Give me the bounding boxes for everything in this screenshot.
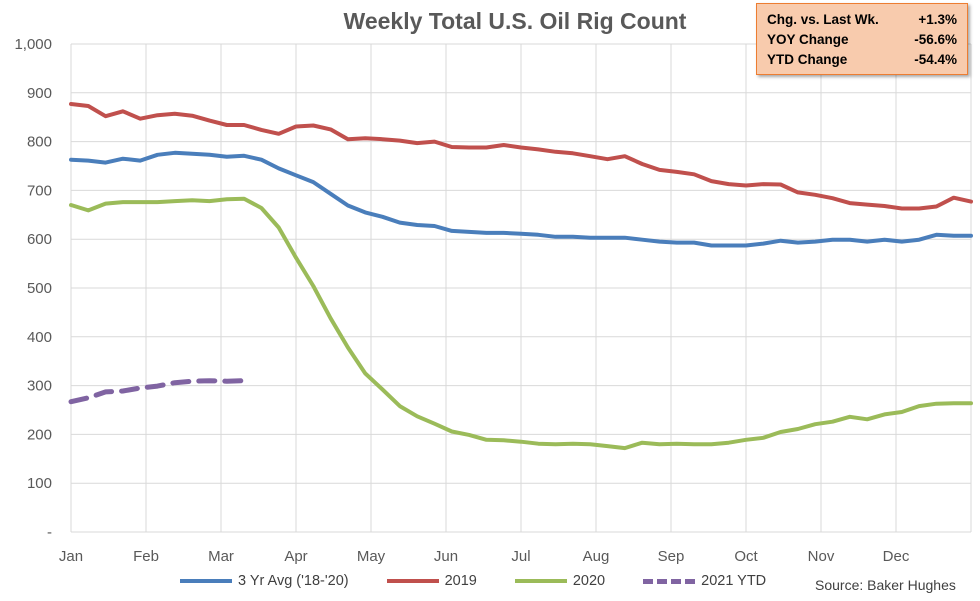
stat-row-weekly: Chg. vs. Last Wk. +1.3% (767, 10, 957, 30)
series-line-2 (69, 196, 973, 451)
legend-item-avg: 3 Yr Avg ('18-'20) (180, 573, 349, 589)
y-tick-label: 600 (27, 231, 52, 248)
x-tick-label: Jan (59, 548, 83, 565)
series-line-3 (68, 378, 247, 405)
legend-swatch (386, 579, 439, 583)
legend-item-2020: 2020 (514, 573, 606, 589)
x-tick-label: Sep (658, 548, 685, 565)
y-tick-label: 100 (27, 475, 52, 492)
legend-label: 3 Yr Avg ('18-'20) (238, 573, 349, 589)
stat-value: +1.3% (918, 12, 957, 27)
y-tick-label: 900 (27, 85, 52, 102)
stat-label: Chg. vs. Last Wk. (767, 12, 879, 27)
x-tick-label: Dec (883, 548, 910, 565)
y-tick-label: 200 (27, 426, 52, 443)
x-axis-ticks: Jan Feb Mar Apr May Jun Jul Aug Sep Oct Nov Dec (59, 548, 910, 565)
stat-value: -54.4% (914, 52, 957, 67)
y-tick-label: 500 (27, 280, 52, 297)
stat-label: YOY Change (767, 32, 849, 47)
legend-label: 2019 (444, 573, 477, 589)
y-tick-label: 1,000 (14, 36, 52, 53)
x-tick-label: Nov (808, 548, 835, 565)
legend-swatch (643, 578, 696, 584)
x-tick-label: Apr (284, 548, 307, 565)
grid-layer (70, 43, 972, 533)
stat-value: -56.6% (914, 32, 957, 47)
change-stats-box: Chg. vs. Last Wk. +1.3% YOY Change -56.6… (756, 3, 968, 75)
x-tick-label: Jun (434, 548, 458, 565)
y-tick-label: 400 (27, 329, 52, 346)
y-tick-label: - (47, 524, 52, 541)
y-axis-ticks: - 100 200 300 400 500 600 700 800 900 1,000 (14, 36, 52, 541)
legend-item-2021: 2021 YTD (643, 573, 766, 589)
source-note: Source: Baker Hughes (815, 577, 956, 593)
legend-label: 2021 YTD (701, 573, 767, 589)
stat-row-yoy: YOY Change -56.6% (767, 30, 957, 50)
stat-row-ytd: YTD Change -54.4% (767, 50, 957, 70)
series-line-0 (69, 150, 973, 248)
stat-label: YTD Change (767, 52, 848, 67)
x-tick-label: Feb (133, 548, 159, 565)
legend-swatch (514, 579, 567, 583)
x-tick-label: May (357, 548, 386, 565)
series-layer (68, 102, 973, 451)
legend-label: 2020 (572, 573, 606, 589)
chart-legend: 3 Yr Avg ('18-'20) 2019 2020 2021 YTD (180, 573, 804, 589)
x-tick-label: Oct (734, 548, 758, 565)
y-tick-label: 700 (27, 182, 52, 199)
chart-title: Weekly Total U.S. Oil Rig Count (343, 8, 687, 34)
y-tick-label: 800 (27, 134, 52, 151)
x-tick-label: Aug (583, 548, 610, 565)
legend-item-2019: 2019 (386, 573, 477, 589)
x-tick-label: Jul (511, 548, 530, 565)
x-tick-label: Mar (208, 548, 234, 565)
y-tick-label: 300 (27, 378, 52, 395)
series-line-1 (69, 102, 973, 211)
legend-swatch (180, 579, 232, 583)
